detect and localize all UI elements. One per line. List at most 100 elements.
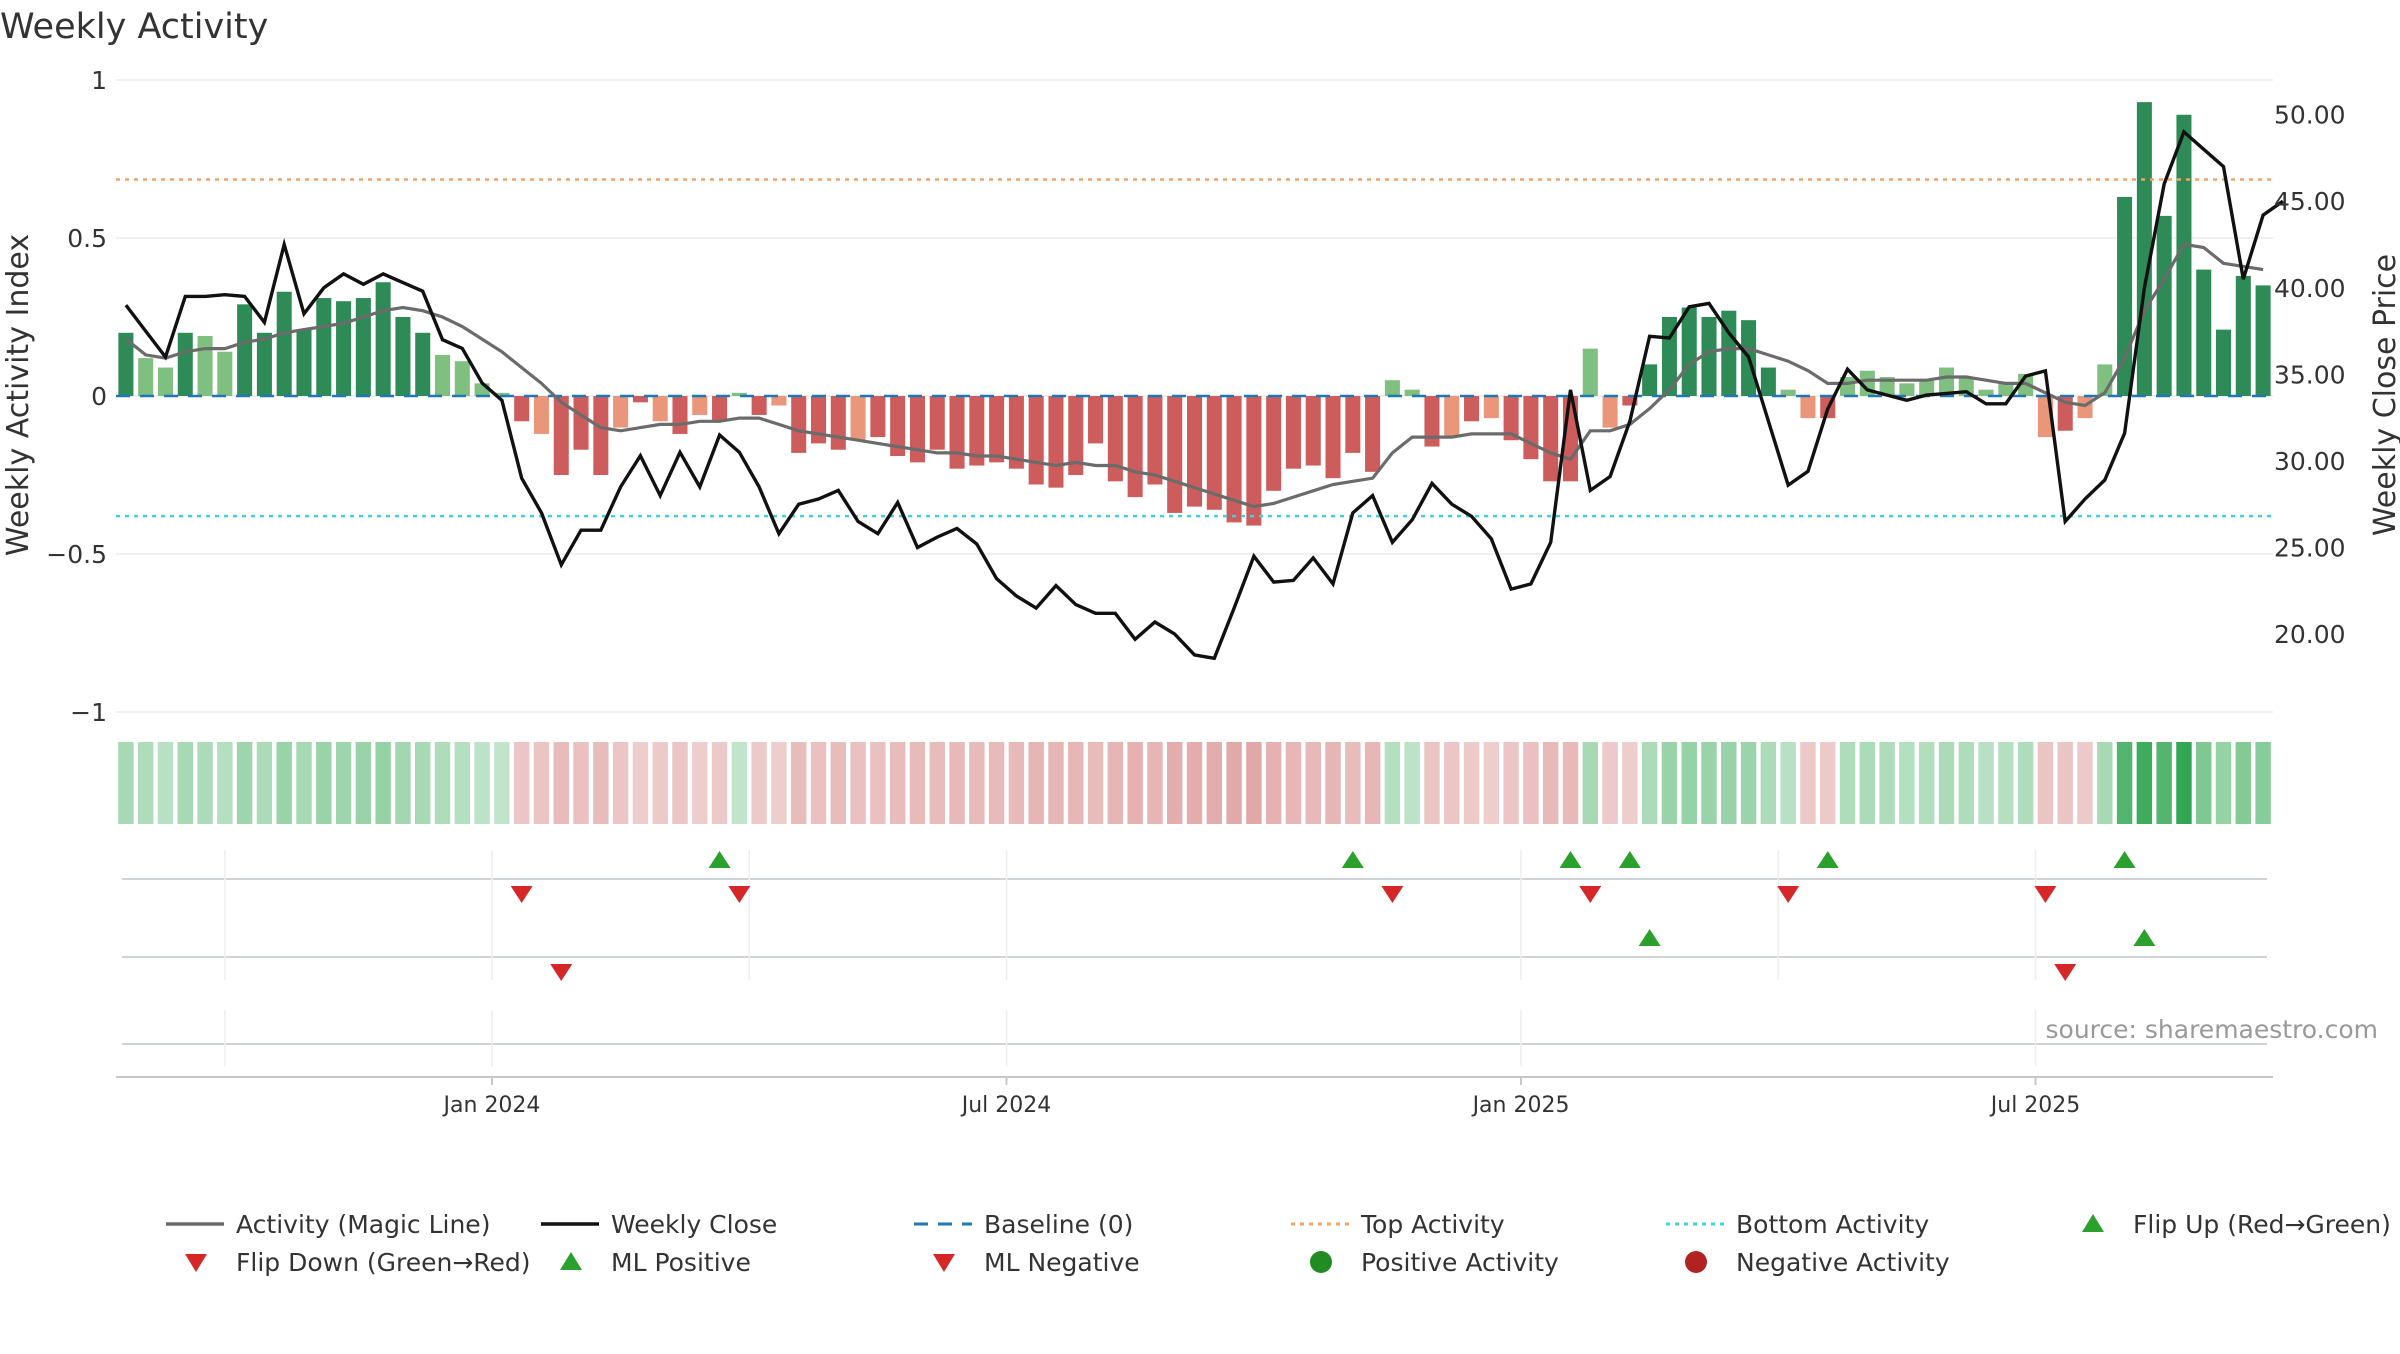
strength-band-cell [711, 742, 728, 824]
bar-negative-activity [692, 396, 708, 415]
bar-negative-activity [1622, 396, 1638, 406]
strength-band-cell [256, 742, 273, 824]
legend-swatch-tri-up [2082, 1214, 2104, 1232]
bar-positive-activity [2216, 329, 2232, 396]
strength-band-cell [2255, 742, 2271, 824]
legend-swatch-tri-down [933, 1254, 955, 1272]
y2-tick-label: 50.00 [2274, 101, 2346, 130]
strength-band-cell [2116, 742, 2133, 824]
legend-item: ML Negative [933, 1248, 1140, 1277]
bar-negative-activity [1186, 396, 1203, 507]
bar-positive-activity [1978, 389, 1994, 396]
legend-item: ML Positive [560, 1248, 751, 1277]
strength-band-cell [1166, 742, 1183, 824]
strength-band-cell [929, 742, 945, 824]
strength-band-cell [276, 742, 292, 824]
flip-down-marker [2034, 886, 2057, 903]
flip-down-marker [510, 886, 533, 903]
strength-band-cell [1958, 742, 1974, 824]
bar-positive-activity [138, 358, 154, 396]
bar-negative-activity [830, 396, 846, 450]
bar-positive-activity [237, 304, 253, 396]
legend-label: Flip Up (Red→Green) [2133, 1210, 2391, 1239]
bar-negative-activity [810, 396, 827, 444]
strength-band-cell [1068, 742, 1084, 824]
bar-negative-activity [1048, 396, 1064, 488]
bar-negative-activity [1246, 396, 1262, 526]
strength-band-cell [1384, 742, 1401, 824]
chart-title: Weekly Activity [0, 7, 268, 47]
strength-band-cell [395, 742, 411, 824]
strength-band-cell [434, 742, 451, 824]
legend-swatch-dot [1685, 1251, 1707, 1273]
strength-band-cell [1246, 742, 1262, 824]
legend-item: Negative Activity [1685, 1248, 1950, 1277]
bar-negative-activity [1523, 396, 1539, 460]
ml-up-marker [1638, 929, 1661, 946]
bar-negative-activity [1127, 396, 1143, 498]
y2-tick-label: 20.00 [2274, 620, 2346, 649]
bar-positive-activity [434, 354, 451, 396]
strength-band-cell [474, 742, 490, 824]
legend-label: ML Negative [984, 1248, 1140, 1277]
strength-band-cell [1582, 742, 1598, 824]
flip-up-marker [1618, 851, 1641, 868]
legend-label: Weekly Close [611, 1210, 777, 1239]
strength-band-cell [137, 742, 154, 824]
legend-item: Activity (Magic Line) [166, 1210, 490, 1239]
strength-band-cell [1602, 742, 1618, 824]
bar-positive-activity [2156, 215, 2172, 396]
bar-negative-activity [1008, 396, 1024, 469]
strength-band-cell [2176, 742, 2192, 824]
bar-positive-activity [1404, 389, 1420, 396]
strength-band-cell [949, 742, 965, 824]
bar-positive-activity [1681, 307, 1697, 396]
bar-negative-activity [1266, 396, 1282, 491]
bar-negative-activity [712, 396, 728, 422]
bar-positive-activity [395, 317, 411, 396]
strength-band-cell [652, 742, 668, 824]
legend-label: Positive Activity [1361, 1248, 1559, 1277]
strength-band-cell [1226, 742, 1242, 824]
bar-positive-activity [217, 351, 233, 396]
bar-positive-activity [1780, 389, 1796, 396]
legend-item: Positive Activity [1310, 1248, 1559, 1277]
strength-band-cell [1721, 742, 1737, 824]
bar-positive-activity [2136, 102, 2152, 397]
strength-band-cell [2097, 742, 2113, 824]
bar-positive-activity [2196, 269, 2212, 396]
strength-band-cell [889, 742, 906, 824]
bar-positive-activity [1384, 380, 1400, 396]
bar-positive-activity [454, 361, 470, 396]
source-label: source: sharemaestro.com [2046, 1015, 2379, 1044]
strength-band-cell [1463, 742, 1480, 824]
strength-band-cell [415, 742, 431, 824]
strength-band-cell [2156, 742, 2172, 824]
bar-positive-activity [1919, 380, 1935, 396]
strength-band-cell [672, 742, 688, 824]
strength-band-cell [494, 742, 510, 824]
strength-band-cell [316, 742, 332, 824]
y-tick-label: 0 [91, 382, 107, 411]
bar-positive-activity [276, 291, 292, 396]
bar-positive-activity [1998, 383, 2014, 396]
bar-negative-activity [573, 396, 589, 450]
strength-band-cell [1364, 742, 1381, 824]
strength-band-cell [1404, 742, 1420, 824]
bar-negative-activity [1107, 396, 1123, 482]
bar-negative-activity [652, 396, 668, 422]
magic-line-series [124, 242, 2264, 509]
bar-negative-activity [1226, 396, 1242, 523]
y2-tick-label: 35.00 [2274, 360, 2346, 389]
bar-negative-activity [791, 396, 807, 453]
bar-positive-activity [375, 282, 391, 396]
strength-band-cell [731, 742, 748, 824]
bar-positive-activity [494, 392, 510, 396]
bar-positive-activity [2235, 275, 2251, 396]
legend-label: Baseline (0) [984, 1210, 1133, 1239]
strength-band-cell [1424, 742, 1440, 824]
strength-band-cell [2136, 742, 2153, 824]
strength-band-cell [2235, 742, 2252, 824]
strength-band-cell [1879, 742, 1895, 824]
